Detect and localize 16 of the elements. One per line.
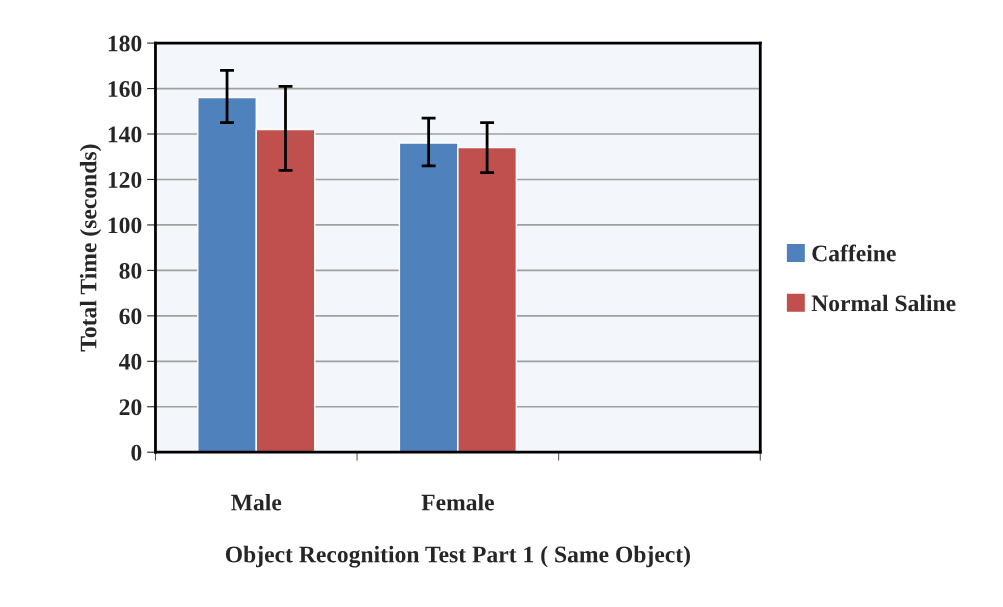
- y-tick-label: 100: [108, 217, 142, 234]
- y-tick-label: 140: [108, 126, 142, 143]
- x-axis-title: Object Recognition Test Part 1 ( Same Object): [225, 545, 690, 568]
- y-tick-label: 80: [119, 262, 142, 279]
- y-tick-label: 160: [108, 81, 142, 97]
- x-tick-label: Female: [421, 493, 494, 511]
- x-tick-label: Male: [231, 493, 282, 511]
- y-tick-label: 20: [119, 399, 142, 416]
- y-tick-label: 120: [108, 171, 142, 188]
- y-axis-title: Total Time (seconds): [79, 144, 102, 352]
- y-tick-label: 40: [118, 353, 142, 370]
- legend-label: Normal Saline: [811, 294, 956, 312]
- y-tick-label: 180: [108, 35, 142, 52]
- y-tick-label: 60: [119, 308, 142, 325]
- y-tick-label: 0: [131, 444, 142, 461]
- legend-label: Caffeine: [812, 244, 896, 262]
